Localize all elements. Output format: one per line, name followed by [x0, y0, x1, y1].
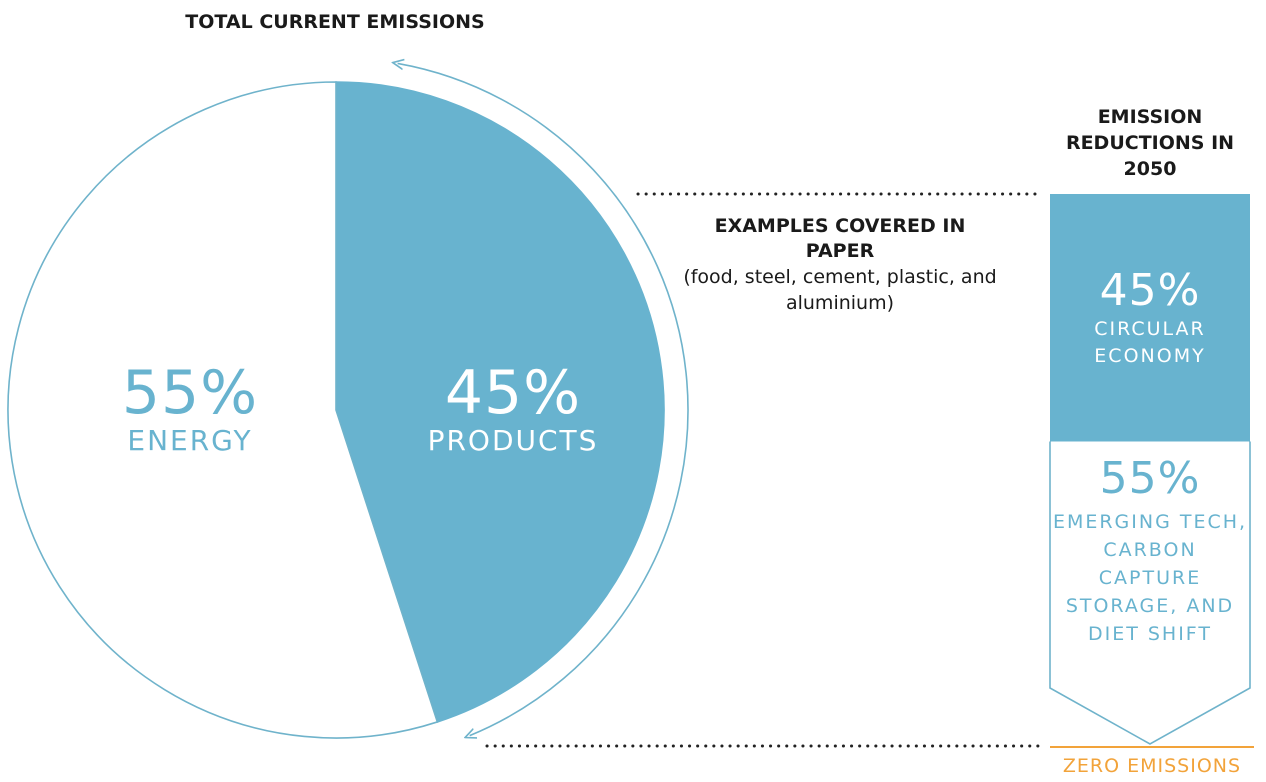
emerging-tech-percent: 55%	[1099, 453, 1201, 504]
products-percent: 45%	[444, 358, 582, 428]
products-bracket-arrow	[398, 63, 689, 735]
bar-segment-emerging-tech	[1049, 441, 1251, 745]
emerging-tech-label: EMERGING TECH, CARBON CAPTURE STORAGE, A…	[1052, 511, 1248, 645]
pie-title: TOTAL CURRENT EMISSIONS	[185, 11, 485, 33]
reductions-title: EMISSION REDUCTIONS IN 2050	[1065, 106, 1235, 180]
bar-segment-circular-economy	[1050, 194, 1250, 442]
pie-slice-energy	[7, 81, 439, 739]
energy-percent: 55%	[121, 358, 259, 428]
products-label: PRODUCTS	[427, 424, 599, 457]
zero-emissions-label: ZERO EMISSIONS	[1062, 755, 1242, 777]
energy-label: ENERGY	[127, 424, 253, 457]
circular-economy-label: CIRCULAR ECONOMY	[1094, 318, 1206, 367]
examples-detail: (food, steel, cement, plastic, and alumi…	[683, 266, 997, 314]
reductions-bar	[1049, 194, 1251, 745]
examples-title: EXAMPLES COVERED IN PAPER	[714, 215, 966, 262]
circular-economy-percent: 45%	[1099, 265, 1201, 316]
